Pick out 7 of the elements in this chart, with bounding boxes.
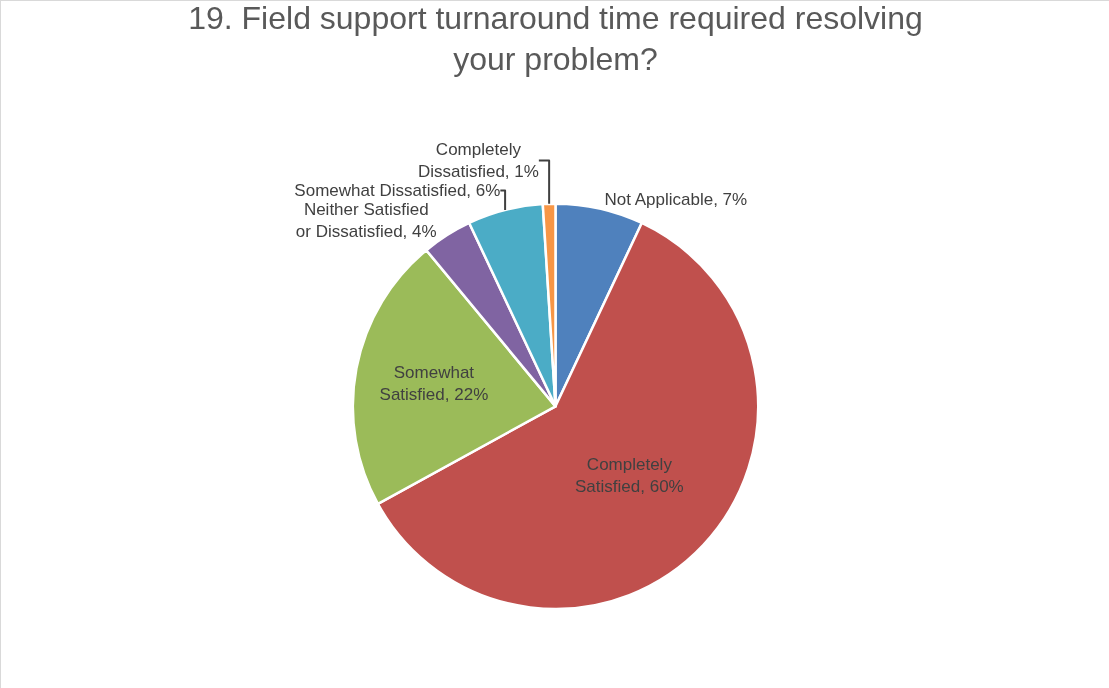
slice-label: Completely Satisfied, 60% — [575, 455, 684, 497]
chart-title: 19. Field support turnaround time required resolving your problem? — [188, 0, 923, 78]
slice-label: Completely Dissatisfied, 1% — [417, 139, 539, 182]
slice-label: Neither Satisfied or Dissatisfied, 4% — [295, 200, 437, 242]
slice-label: Somewhat Dissatisfied, 6% — [294, 181, 501, 201]
slice-label: Not Applicable, 7% — [604, 190, 748, 209]
slice-label: Somewhat Satisfied, 22% — [379, 362, 489, 404]
